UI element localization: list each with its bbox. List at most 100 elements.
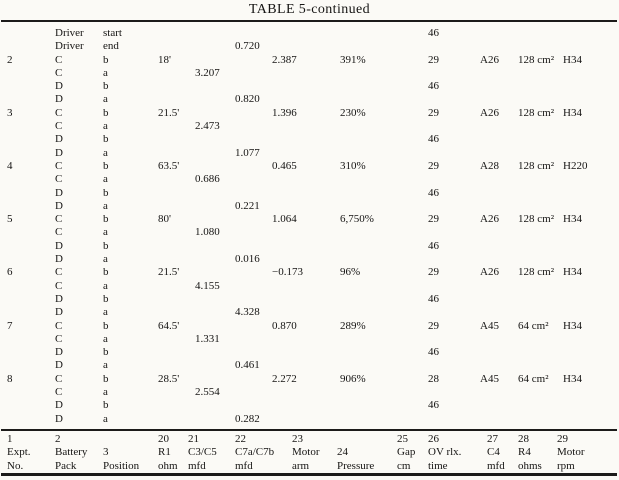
cell (158, 147, 188, 160)
cell (557, 40, 619, 53)
cell (337, 359, 397, 372)
cell (7, 27, 55, 40)
cell: 29 (428, 319, 439, 332)
cell: 0.461 (235, 359, 260, 372)
cell: 391% (340, 53, 366, 66)
cell: 46 (428, 80, 439, 93)
cell: end (103, 40, 119, 53)
footer-line: mfd (188, 459, 206, 472)
cell (7, 200, 55, 213)
cell (428, 333, 480, 346)
cell (188, 346, 235, 359)
cell (557, 93, 619, 106)
cell (518, 226, 557, 239)
cell: 46 (428, 186, 439, 199)
footer-column: 2 Battery Pack (55, 433, 103, 473)
cell (272, 226, 337, 239)
cell (337, 200, 397, 213)
footer-column: 23 Motor arm (272, 433, 337, 473)
cell (337, 333, 397, 346)
cell (235, 27, 272, 40)
cell: 2 (7, 53, 13, 66)
footer-line: OV rlx. (428, 446, 462, 459)
cell (397, 359, 428, 372)
cell (518, 67, 557, 80)
cell (397, 253, 428, 266)
cell (272, 293, 337, 306)
cell (428, 386, 480, 399)
cell: 28 (428, 372, 439, 385)
cell (188, 293, 235, 306)
cell: b (103, 53, 109, 66)
cell (557, 120, 619, 133)
cell: Driver (55, 40, 84, 53)
cell (557, 399, 619, 412)
cell: b (103, 186, 109, 199)
cell: 1.331 (195, 332, 220, 345)
cell (158, 133, 188, 146)
cell (188, 40, 235, 53)
cell (518, 80, 557, 93)
footer-line: Motor (557, 446, 585, 459)
cell (480, 120, 518, 133)
footer-line: 29 (557, 433, 568, 445)
cell (7, 173, 55, 186)
cell: a (103, 120, 108, 133)
cell (7, 253, 55, 266)
cell: a (103, 253, 108, 266)
cell: H34 (563, 372, 582, 385)
cell (158, 27, 188, 40)
cell (235, 333, 272, 346)
cell (158, 200, 188, 213)
cell (397, 173, 428, 186)
cell (480, 187, 518, 200)
cell: 0.820 (235, 93, 260, 106)
cell (480, 27, 518, 40)
cell (158, 306, 188, 319)
cell (480, 333, 518, 346)
footer-column: 20 R1 ohm (158, 433, 188, 473)
cell: 128 cm² (518, 213, 554, 226)
cell: D (55, 412, 63, 425)
cell (158, 67, 188, 80)
footer-line: rpm (557, 459, 575, 472)
cell (235, 226, 272, 239)
cell (397, 293, 428, 306)
footer-line: 1 (7, 433, 13, 445)
cell: H34 (563, 266, 582, 279)
cell (188, 399, 235, 412)
table-footer-legend: 1 Expt. No. 2 Battery Pack 3 Position 20 R1 ohm 21 C… (7, 433, 619, 473)
cell (557, 173, 619, 186)
cell: 21.5' (158, 266, 180, 279)
footer-line: mfd (487, 459, 505, 472)
cell (480, 133, 518, 146)
cell (518, 333, 557, 346)
footer-line: 28 (518, 433, 529, 445)
cell: 0.221 (235, 199, 260, 212)
cell (480, 240, 518, 253)
cell (7, 306, 55, 319)
cell (428, 93, 480, 106)
cell (7, 133, 55, 146)
cell: a (103, 146, 108, 159)
cell (397, 93, 428, 106)
cell: H34 (563, 213, 582, 226)
cell: H34 (563, 53, 582, 66)
cell (188, 373, 235, 386)
footer-column: 28 R4 ohms (518, 433, 557, 473)
cell (7, 333, 55, 346)
footer-line: C7a/C7b (235, 446, 275, 459)
cell: 29 (428, 159, 439, 172)
cell (518, 399, 557, 412)
footer-line: Expt. (7, 446, 31, 459)
cell (235, 187, 272, 200)
footer-line: ohm (158, 459, 178, 472)
cell (7, 399, 55, 412)
cell: 8 (7, 372, 13, 385)
